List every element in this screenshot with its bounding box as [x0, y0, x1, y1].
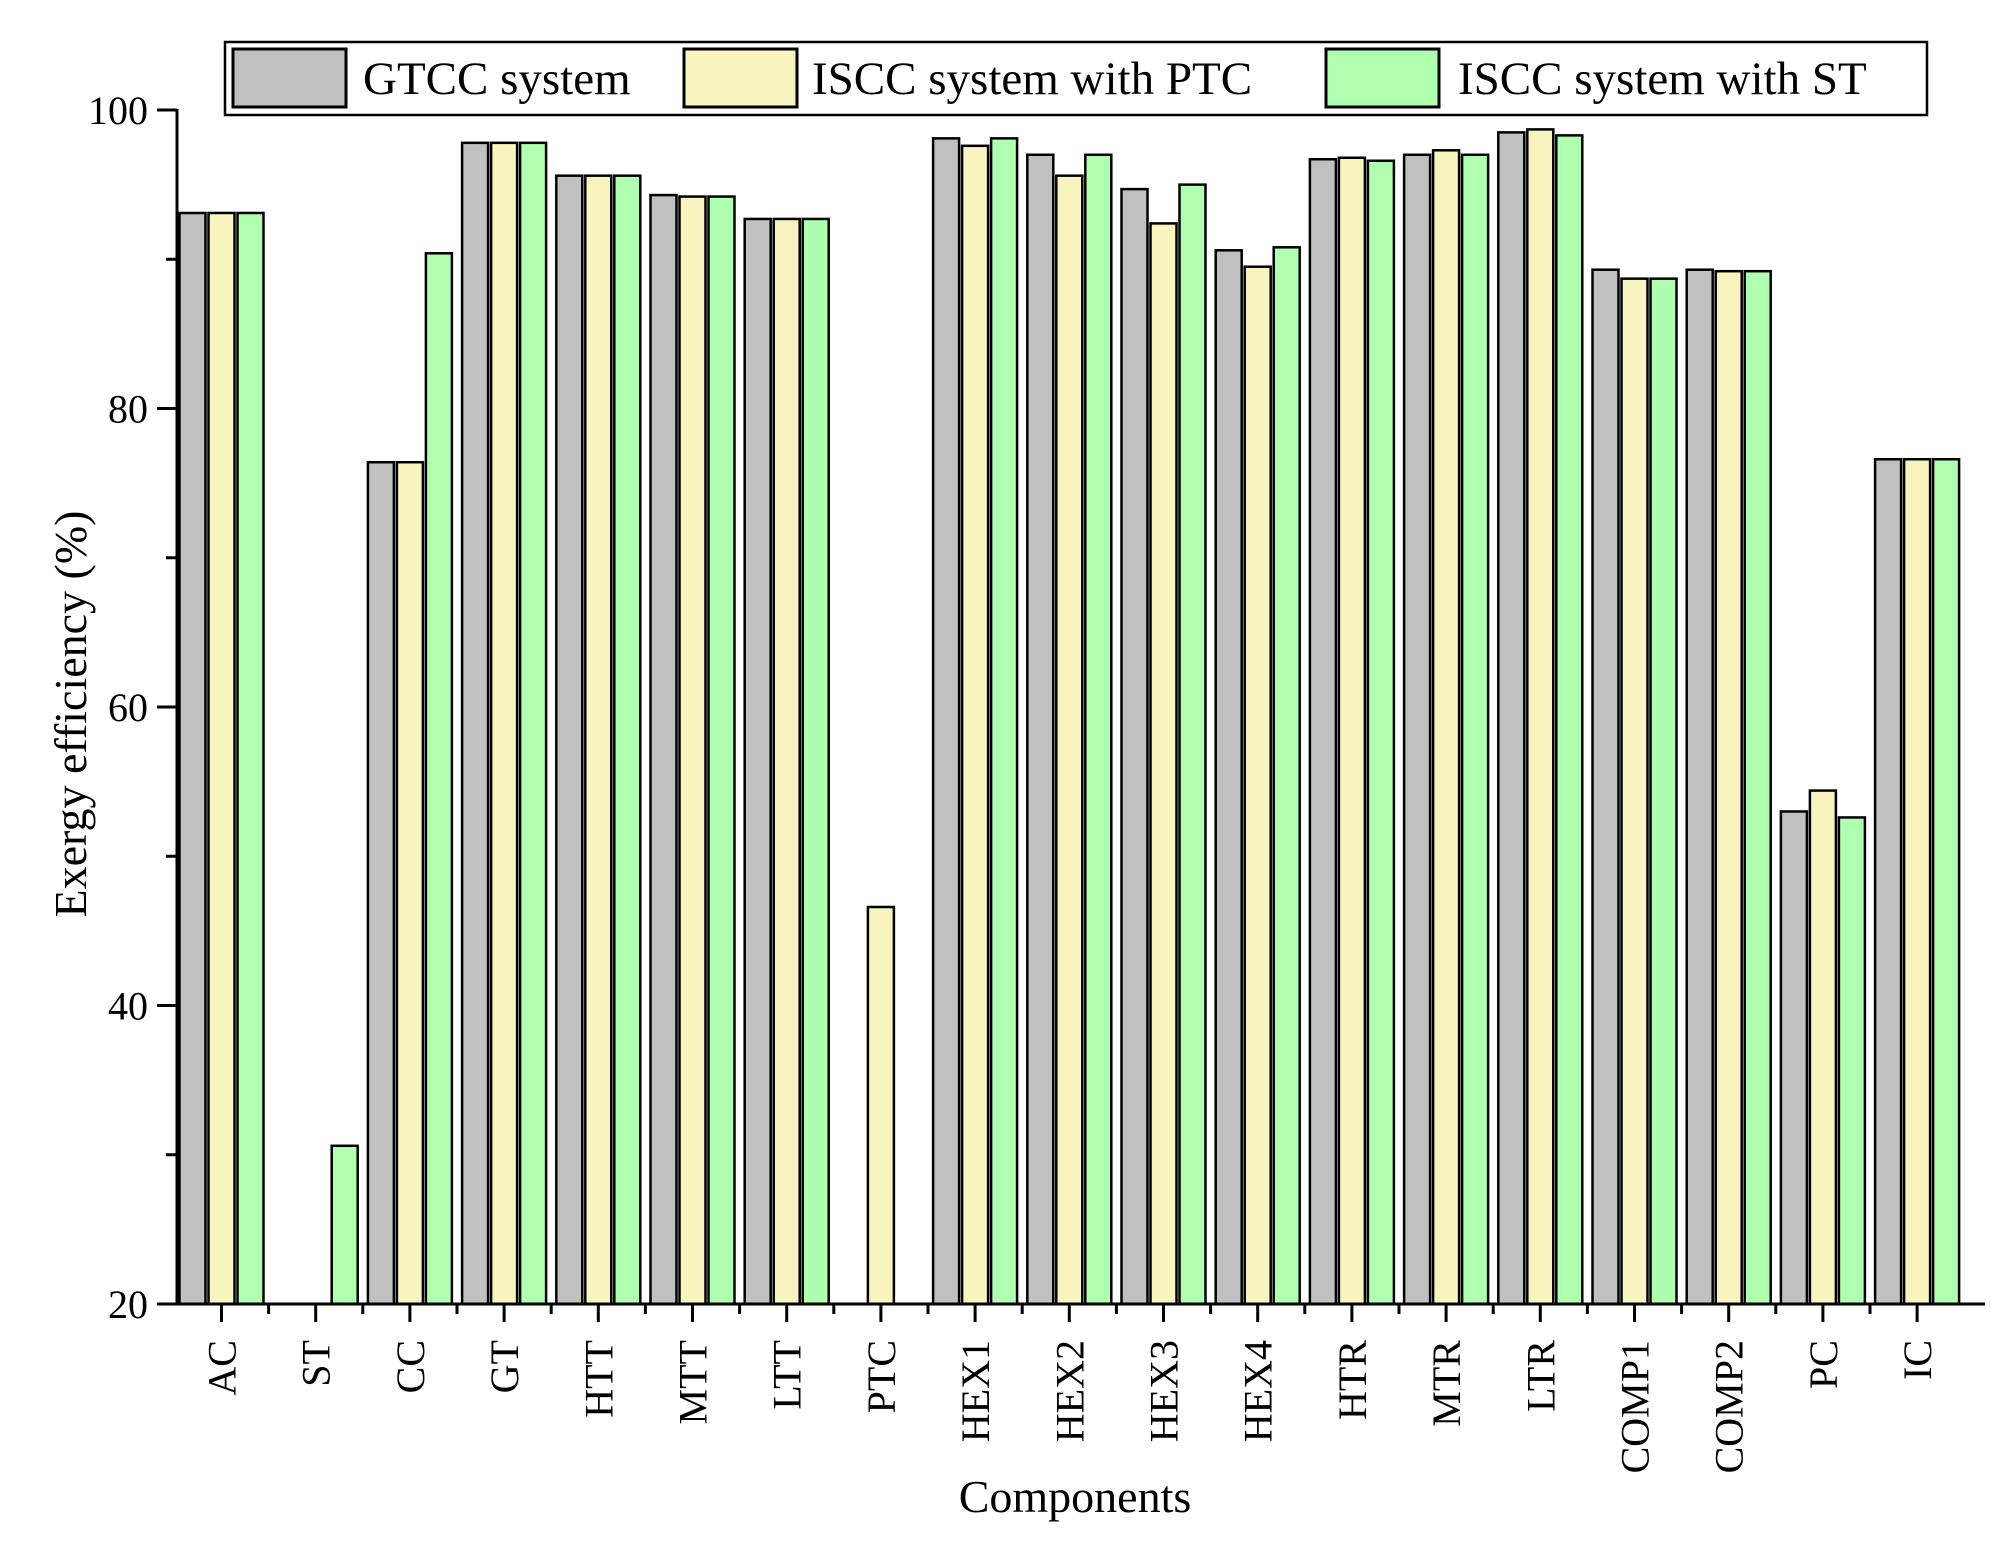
y-tick-label: 20 — [108, 1282, 148, 1327]
x-tick-label-hex3: HEX3 — [1142, 1340, 1187, 1442]
y-tick-label: 40 — [108, 984, 148, 1029]
bar-mtt-iscc-system-with-ptc — [678, 195, 707, 1306]
x-tick-label-mtr: MTR — [1424, 1340, 1469, 1427]
legend-swatch-gtcc-system — [231, 47, 348, 109]
bar-ac-gtcc-system — [178, 211, 207, 1306]
bar-comp1-iscc-system-with-ptc — [1620, 277, 1649, 1306]
bar-gt-gtcc-system — [460, 141, 490, 1306]
legend-label-gtcc-system: GTCC system — [363, 53, 631, 105]
bar-hex1-iscc-system-with-ptc — [960, 144, 990, 1306]
x-tick-label-ac: AC — [200, 1340, 245, 1396]
bar-mtt-iscc-system-with-st — [707, 195, 736, 1306]
legend-label-iscc-system-with-ptc: ISCC system with PTC — [812, 53, 1252, 105]
bar-hex2-iscc-system-with-st — [1084, 153, 1113, 1306]
bar-ic-iscc-system-with-ptc — [1902, 457, 1932, 1306]
bar-comp2-iscc-system-with-st — [1743, 269, 1772, 1306]
bar-cc-iscc-system-with-ptc — [395, 460, 425, 1306]
x-tick-label-hex1: HEX1 — [953, 1340, 998, 1442]
bar-ic-iscc-system-with-st — [1931, 457, 1961, 1306]
bar-ltt-iscc-system-with-st — [801, 217, 830, 1306]
bar-htr-gtcc-system — [1308, 158, 1338, 1306]
y-tick-label: 100 — [88, 88, 148, 133]
legend-box — [223, 40, 1929, 117]
bar-mtt-gtcc-system — [649, 193, 678, 1306]
bar-mtr-iscc-system-with-st — [1460, 153, 1490, 1306]
bar-hex3-iscc-system-with-st — [1178, 183, 1207, 1306]
bar-hex1-gtcc-system — [931, 137, 961, 1306]
bar-ltt-gtcc-system — [743, 217, 772, 1306]
legend-swatch-iscc-system-with-ptc — [682, 47, 799, 109]
bar-htr-iscc-system-with-ptc — [1337, 156, 1367, 1306]
bar-hex3-gtcc-system — [1120, 187, 1149, 1306]
x-tick-label-st: ST — [294, 1340, 339, 1387]
bar-ic-gtcc-system — [1873, 457, 1903, 1306]
bar-comp2-gtcc-system — [1685, 268, 1714, 1306]
x-axis-title: Components — [959, 1471, 1192, 1522]
bar-pc-iscc-system-with-st — [1837, 816, 1867, 1306]
bar-mtr-iscc-system-with-ptc — [1431, 149, 1461, 1306]
bar-gt-iscc-system-with-st — [518, 141, 548, 1306]
bar-htt-iscc-system-with-st — [613, 174, 642, 1306]
x-tick-label-ptc: PTC — [859, 1340, 904, 1413]
bar-ltr-iscc-system-with-st — [1555, 134, 1584, 1306]
bar-hex2-gtcc-system — [1026, 153, 1055, 1306]
x-tick-label-comp1: COMP1 — [1613, 1340, 1658, 1473]
bars — [178, 128, 1961, 1306]
x-tick-label-mtt: MTT — [671, 1340, 716, 1424]
legend-swatch-iscc-system-with-st — [1324, 47, 1441, 109]
bar-ptc-iscc-system-with-ptc — [866, 905, 896, 1306]
bar-st-iscc-system-with-st — [330, 1144, 359, 1306]
bar-htt-gtcc-system — [555, 174, 584, 1306]
bar-hex4-gtcc-system — [1214, 249, 1243, 1306]
y-tick-label: 80 — [108, 387, 148, 432]
x-tick-label-gt: GT — [482, 1340, 527, 1393]
bar-comp1-iscc-system-with-st — [1649, 277, 1678, 1306]
bar-gt-iscc-system-with-ptc — [489, 141, 519, 1306]
bar-hex3-iscc-system-with-ptc — [1149, 222, 1178, 1306]
x-tick-label-hex2: HEX2 — [1047, 1340, 1092, 1442]
x-tick-label-cc: CC — [388, 1340, 433, 1393]
axes: 20 40 60 80 100 AC ST CC GT HTT MTT LTT PTC HEX1 HEX2 H… — [88, 88, 1985, 1473]
bar-hex4-iscc-system-with-ptc — [1243, 265, 1272, 1306]
bar-comp1-gtcc-system — [1591, 268, 1620, 1306]
x-tick-label-comp2: COMP2 — [1707, 1340, 1752, 1473]
bar-ac-iscc-system-with-ptc — [207, 211, 236, 1306]
legend: GTCC system ISCC system with PTC ISCC syst… — [223, 40, 1929, 117]
bar-ltt-iscc-system-with-ptc — [772, 217, 801, 1306]
x-tick-label-ic: IC — [1895, 1340, 1940, 1380]
bar-hex1-iscc-system-with-st — [989, 137, 1019, 1306]
bar-htr-iscc-system-with-st — [1366, 159, 1396, 1306]
y-tick-label: 60 — [108, 685, 148, 730]
legend-label-iscc-system-with-st: ISCC system with ST — [1458, 53, 1867, 105]
x-tick-label-ltr: LTR — [1518, 1340, 1563, 1412]
bar-cc-gtcc-system — [366, 460, 396, 1306]
bar-ac-iscc-system-with-st — [236, 211, 265, 1306]
x-tick-label-hex4: HEX4 — [1236, 1340, 1281, 1442]
bar-ltr-iscc-system-with-ptc — [1526, 128, 1555, 1306]
bar-ltr-gtcc-system — [1497, 131, 1526, 1306]
bar-htt-iscc-system-with-ptc — [584, 174, 613, 1306]
x-tick-label-htt: HTT — [576, 1340, 621, 1418]
bar-cc-iscc-system-with-st — [424, 252, 454, 1306]
x-tick-label-htr: HTR — [1330, 1340, 1375, 1420]
y-axis-title: Exergy efficiency (%) — [45, 511, 96, 918]
bar-pc-gtcc-system — [1779, 810, 1809, 1306]
bar-pc-iscc-system-with-ptc — [1808, 789, 1838, 1306]
x-tick-label-pc: PC — [1801, 1340, 1846, 1389]
bar-comp2-iscc-system-with-ptc — [1714, 269, 1743, 1306]
x-tick-label-ltt: LTT — [765, 1340, 810, 1410]
bar-hex4-iscc-system-with-st — [1272, 246, 1301, 1306]
bar-mtr-gtcc-system — [1402, 153, 1432, 1306]
bar-hex2-iscc-system-with-ptc — [1055, 174, 1084, 1306]
